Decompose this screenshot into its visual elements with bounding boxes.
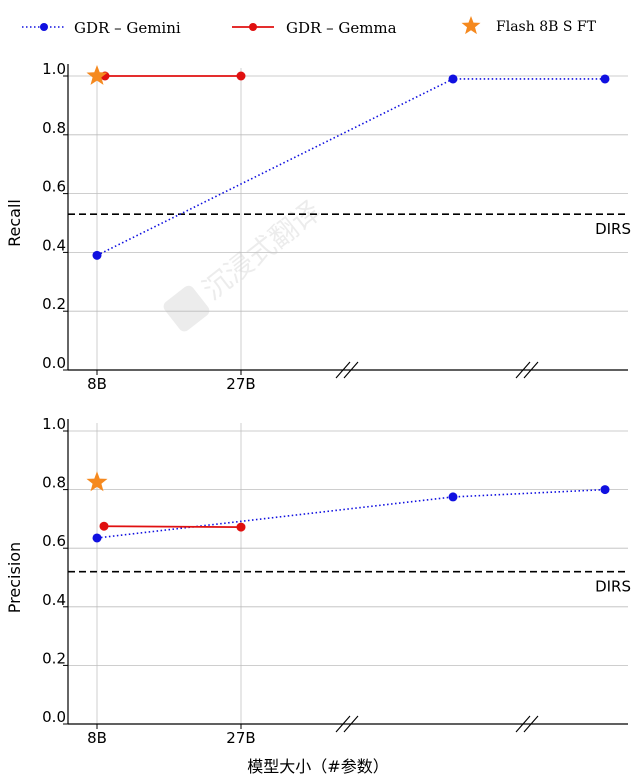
y-tick-label: 0.6 xyxy=(42,178,66,196)
gemini-point xyxy=(600,485,610,495)
precision-panel: 0.0 0.2 0.4 0.6 0.8 1.0 8B 27B Precision DIRS xyxy=(5,415,631,747)
reference-label-dirs: DIRS xyxy=(595,220,631,238)
gemini-point xyxy=(92,250,102,260)
y-tick-label: 0.4 xyxy=(42,591,66,609)
recall-panel: 0.0 0.2 0.4 0.6 0.8 1.0 8B 27B Recall DIRS xyxy=(5,60,631,393)
axis-break-mark xyxy=(515,715,531,733)
gemma-point xyxy=(236,522,246,532)
legend-label-gemini: GDR – Gemini xyxy=(74,19,181,37)
x-axis-label: 模型大小（#参数） xyxy=(247,757,388,776)
gemini-point xyxy=(600,74,610,84)
y-tick-label: 0.2 xyxy=(42,295,66,313)
y-tick-label: 0.0 xyxy=(42,708,66,726)
gemini-point xyxy=(448,492,458,502)
legend-star-icon xyxy=(461,16,481,35)
y-tick-label: 0.6 xyxy=(42,532,66,550)
legend-label-flash: Flash 8B S FT xyxy=(496,19,597,35)
reference-label-dirs: DIRS xyxy=(595,578,631,596)
y-axis-label: Precision xyxy=(5,542,24,613)
gemma-point xyxy=(99,521,109,531)
series-line-gemma xyxy=(103,525,242,529)
gemma-point xyxy=(236,71,246,81)
y-tick-label: 0.8 xyxy=(42,474,66,492)
y-tick-label: 1.0 xyxy=(42,60,66,78)
legend-item-gemini: GDR – Gemini xyxy=(22,19,181,37)
series-line-gemini xyxy=(96,488,606,539)
x-tick-label: 27B xyxy=(226,375,255,393)
y-tick-label: 0.8 xyxy=(42,119,66,137)
flash-star-marker xyxy=(86,471,108,492)
legend: GDR – Gemini GDR – Gemma Flash 8B S FT xyxy=(22,16,597,37)
legend-label-gemma: GDR – Gemma xyxy=(286,19,397,37)
axis-break-mark xyxy=(523,361,539,379)
legend-item-flash: Flash 8B S FT xyxy=(461,16,597,35)
flash-star-marker xyxy=(86,65,108,85)
gemini-point xyxy=(92,533,102,543)
series-line-gemini xyxy=(96,78,605,257)
y-tick-label: 0.2 xyxy=(42,649,66,667)
x-tick-label: 8B xyxy=(87,375,107,393)
axis-break-mark xyxy=(523,715,539,733)
gemini-point xyxy=(448,74,458,84)
y-axis-label: Recall xyxy=(5,199,24,247)
y-tick-label: 0.0 xyxy=(42,354,66,372)
x-tick-label: 27B xyxy=(226,729,255,747)
axis-break-mark xyxy=(335,361,351,379)
axis-break-mark xyxy=(515,361,531,379)
svg-text:沉浸式翻译: 沉浸式翻译 xyxy=(196,194,327,306)
legend-item-gemma: GDR – Gemma xyxy=(232,19,397,37)
axis-break-mark xyxy=(335,715,351,733)
y-tick-label: 1.0 xyxy=(42,415,66,433)
x-tick-label: 8B xyxy=(87,729,107,747)
axis-break-mark xyxy=(343,361,359,379)
y-tick-label: 0.4 xyxy=(42,236,66,254)
axis-break-mark xyxy=(343,715,359,733)
